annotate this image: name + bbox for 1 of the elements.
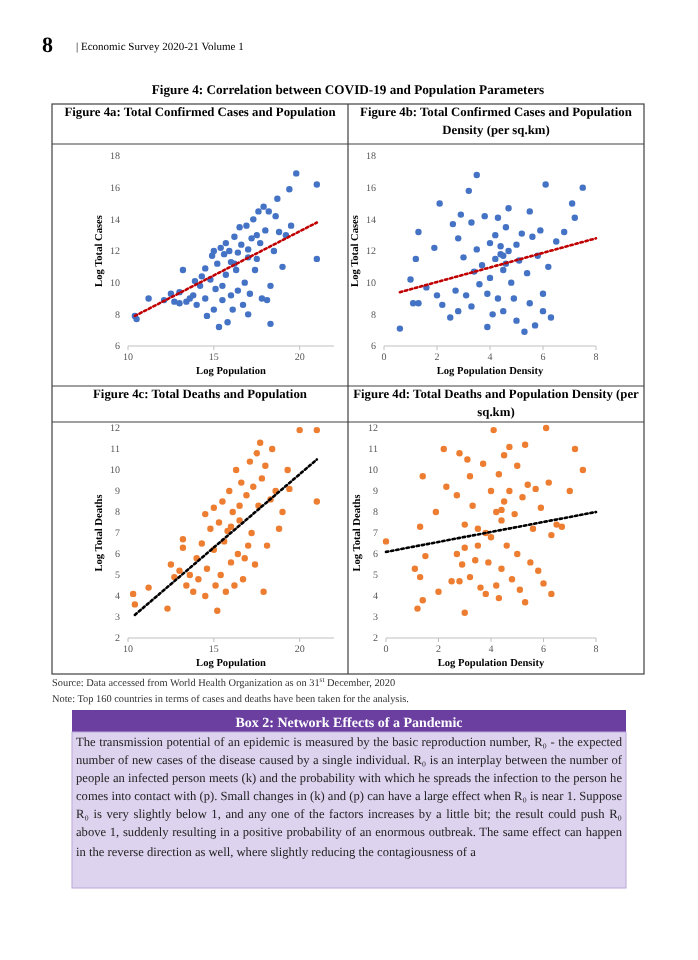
- text: 8: [42, 34, 54, 58]
